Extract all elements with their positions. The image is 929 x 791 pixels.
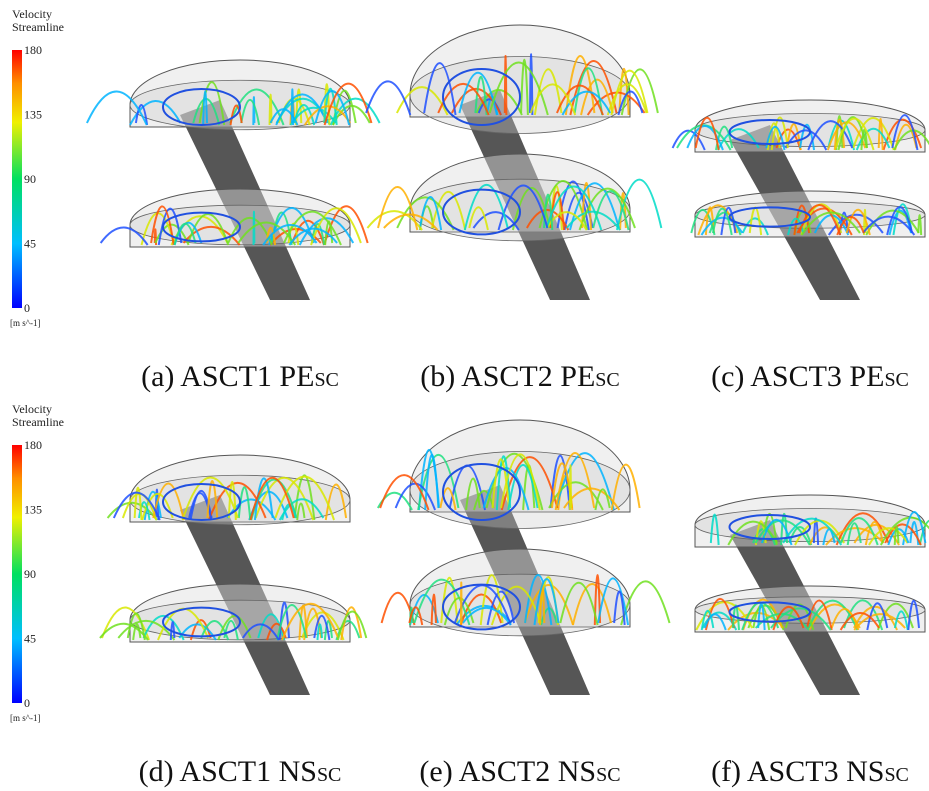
colorbar-tick: 135 <box>24 503 42 517</box>
colorbar-tick: 90 <box>24 567 36 581</box>
caption-label: (d) ASCT1 NS <box>139 755 317 788</box>
colorbar-tick: 45 <box>24 632 36 646</box>
legend-title: Velocity <box>12 7 52 21</box>
colorbar-tick: 90 <box>24 172 36 186</box>
panel-caption: (d) ASCT1 NSSC <box>139 755 342 788</box>
streamline <box>570 465 571 510</box>
panel-image <box>100 455 366 695</box>
panel-image <box>695 495 929 695</box>
colorbar-tick: 180 <box>24 438 42 452</box>
caption-subscript: SC <box>596 764 620 786</box>
legend-title: Streamline <box>12 20 64 34</box>
colorbar <box>12 445 22 703</box>
panel-image <box>87 60 380 300</box>
legend-title: Streamline <box>12 415 64 429</box>
panel-caption: (c) ASCT3 PESC <box>711 360 909 393</box>
colorbar-unit: [m s^-1] <box>10 713 40 723</box>
caption-label: (f) ASCT3 NS <box>711 755 884 788</box>
streamline <box>254 212 255 245</box>
caption-subscript: SC <box>314 369 338 391</box>
colorbar-tick: 0 <box>24 301 30 315</box>
colorbar-unit: [m s^-1] <box>10 318 40 328</box>
colorbar-tick: 0 <box>24 696 30 710</box>
caption-subscript: SC <box>595 369 619 391</box>
streamline <box>253 97 254 125</box>
colorbar-tick: 135 <box>24 108 42 122</box>
streamline <box>292 89 293 125</box>
panel-caption: (e) ASCT2 NSSC <box>419 755 620 788</box>
caption-label: (a) ASCT1 PE <box>141 360 314 393</box>
panel-image <box>378 420 670 695</box>
legend-title: Velocity <box>12 402 52 416</box>
caption-label: (c) ASCT3 PE <box>711 360 884 393</box>
colorbar-tick: 180 <box>24 43 42 57</box>
caption-label: (b) ASCT2 PE <box>420 360 595 393</box>
caption-label: (e) ASCT2 NS <box>419 755 596 788</box>
panel-image <box>673 100 929 300</box>
panel-image <box>366 25 661 300</box>
caption-subscript: SC <box>884 764 908 786</box>
caption-subscript: SC <box>884 369 908 391</box>
colorbar <box>12 50 22 308</box>
colorbar-tick: 45 <box>24 237 36 251</box>
panel-caption: (f) ASCT3 NSSC <box>711 755 909 788</box>
streamline <box>505 56 507 115</box>
panel-caption: (a) ASCT1 PESC <box>141 360 339 393</box>
panel-caption: (b) ASCT2 PESC <box>420 360 620 393</box>
figure: VelocityStreamline18013590450[m s^-1]Vel… <box>0 0 929 791</box>
caption-subscript: SC <box>317 764 341 786</box>
